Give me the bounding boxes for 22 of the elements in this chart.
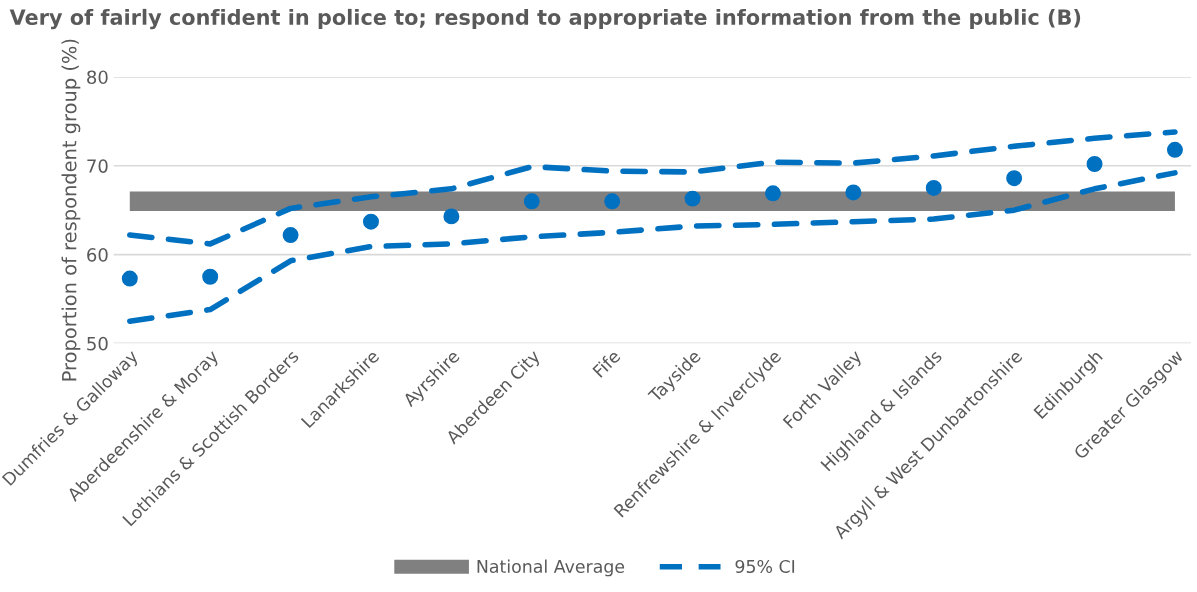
y-tick-label: 70 [87,159,108,173]
point [764,185,781,202]
point [1086,156,1103,172]
legend-label: 95% CI [735,559,795,574]
y-tick-label: 80 [87,70,108,85]
point [363,213,379,230]
point [604,193,621,210]
point [684,190,701,207]
point [845,184,862,201]
chart-title: Very of fairly confident in police to; respond to appropriate information from the public (B) [9,8,1081,30]
y-tick-label: 50 [87,336,108,351]
legend-label: National Average [477,559,625,577]
point [1006,170,1023,187]
point [282,227,299,244]
point [202,268,219,285]
point [1166,141,1183,158]
point [121,270,138,287]
point [443,208,460,225]
y-tick-label: 60 [87,248,108,262]
x-tick-label: Fife [591,348,622,378]
point [523,193,540,210]
point [925,179,942,196]
